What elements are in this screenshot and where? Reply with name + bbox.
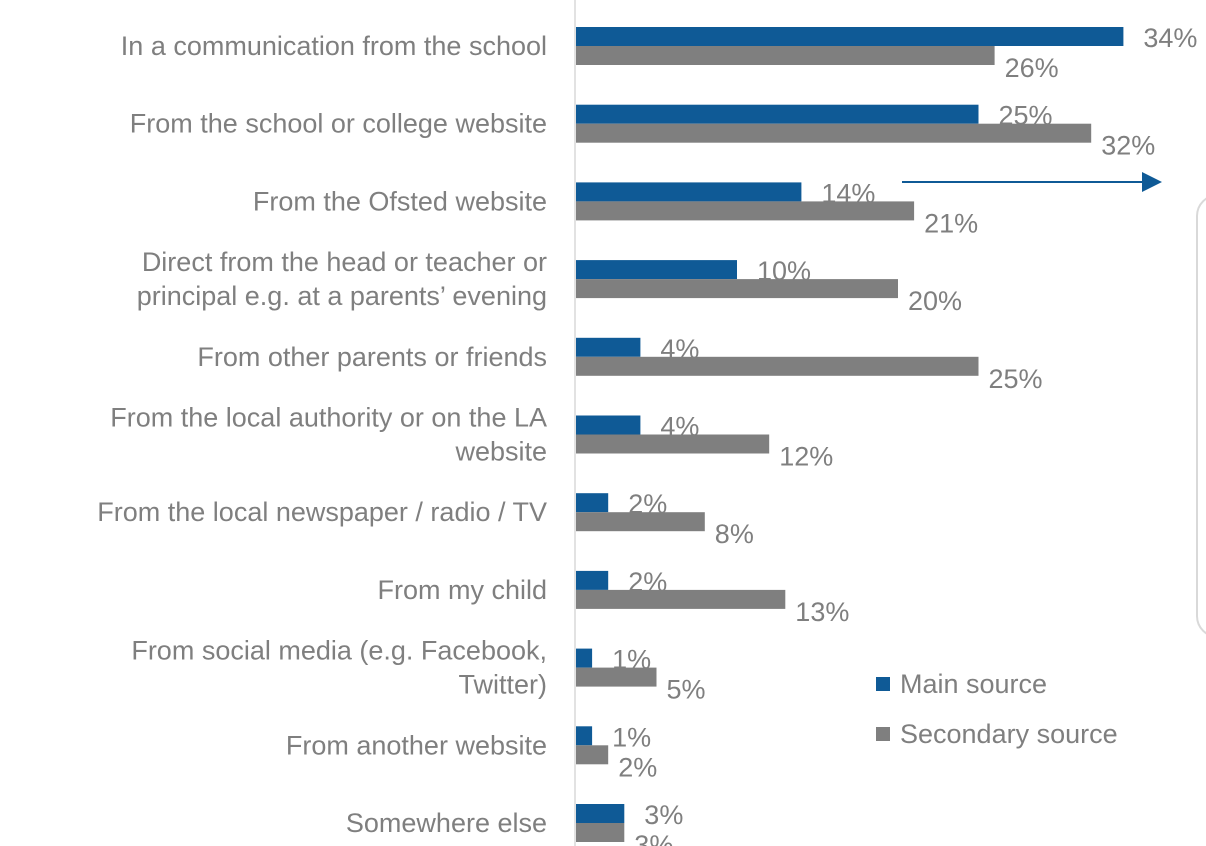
value-label-secondary-source: 25% xyxy=(989,364,1043,394)
bar-main-source xyxy=(576,726,593,746)
bar-secondary-source xyxy=(576,823,625,842)
category-label: From the local authority or on the LA xyxy=(110,403,547,433)
bar-main-source xyxy=(576,804,625,823)
bar-secondary-source xyxy=(576,356,979,376)
bar-main-source xyxy=(576,27,1124,46)
category-label: Twitter) xyxy=(458,670,547,700)
value-label-secondary-source: 20% xyxy=(908,286,962,316)
bar-main-source xyxy=(576,570,609,590)
value-label-secondary-source: 2% xyxy=(618,752,657,782)
category-label: Direct from the head or teacher or xyxy=(142,247,547,277)
value-label-main-source: 1% xyxy=(612,722,651,752)
bar-main-source xyxy=(576,493,609,513)
category-label: From the local newspaper / radio / TV xyxy=(97,497,547,527)
value-label-main-source: 2% xyxy=(628,489,667,519)
bar-secondary-source xyxy=(576,201,915,221)
category-label: website xyxy=(454,437,547,467)
bar-secondary-source xyxy=(576,279,898,299)
value-label-main-source: 2% xyxy=(628,567,667,597)
legend-label-secondary-source: Secondary source xyxy=(900,719,1118,749)
legend-swatch-secondary-source xyxy=(876,727,890,741)
value-label-main-source: 14% xyxy=(821,178,875,208)
value-label-main-source: 4% xyxy=(660,334,699,364)
bars-group xyxy=(576,27,1124,842)
value-label-main-source: 1% xyxy=(612,645,651,675)
value-label-secondary-source: 8% xyxy=(715,519,754,549)
value-labels: 34% 26% 25% 32% 14% 21% 10% 20% 4% 25% 4% 12% 2% 8% 2%… xyxy=(612,23,1197,846)
bar-secondary-source xyxy=(576,512,705,532)
bar-secondary-source xyxy=(576,123,1092,143)
legend-swatch-main-source xyxy=(876,677,890,691)
category-label: Somewhere else xyxy=(346,808,547,838)
category-label: principal e.g. at a parents’ evening xyxy=(137,281,547,311)
bar-main-source xyxy=(576,182,802,202)
value-label-main-source: 10% xyxy=(757,256,811,286)
value-label-secondary-source: 5% xyxy=(667,675,706,705)
bar-secondary-source xyxy=(576,434,770,454)
bar-main-source xyxy=(576,260,737,280)
value-label-main-source: 4% xyxy=(660,412,699,442)
bar-secondary-source xyxy=(576,46,995,65)
value-label-main-source: 25% xyxy=(999,101,1053,131)
category-label: From the school or college website xyxy=(130,109,547,139)
category-labels: In a communication from the school From t… xyxy=(97,31,547,838)
bar-main-source xyxy=(576,337,641,357)
category-label: From another website xyxy=(286,730,547,760)
bar-main-source xyxy=(576,648,593,668)
value-label-secondary-source: 3% xyxy=(634,830,673,846)
value-label-main-source: 3% xyxy=(644,800,683,830)
bar-main-source xyxy=(576,104,979,124)
value-label-secondary-source: 21% xyxy=(924,208,978,238)
legend: Main source Secondary source xyxy=(876,669,1118,749)
bar-secondary-source xyxy=(576,589,786,609)
value-label-main-source: 34% xyxy=(1143,23,1197,53)
value-label-secondary-source: 32% xyxy=(1101,131,1155,161)
value-label-secondary-source: 12% xyxy=(779,442,833,472)
category-label: From my child xyxy=(377,575,547,605)
bar-main-source xyxy=(576,415,641,435)
value-label-secondary-source: 26% xyxy=(1005,53,1059,83)
callout-box xyxy=(1196,194,1206,638)
category-label: From social media (e.g. Facebook, xyxy=(131,636,547,666)
bar-secondary-source xyxy=(576,667,657,687)
category-label: From the Ofsted website xyxy=(253,186,547,216)
value-label-secondary-source: 13% xyxy=(795,597,849,627)
category-label: From other parents or friends xyxy=(197,342,547,372)
category-label: In a communication from the school xyxy=(121,31,547,61)
legend-label-main-source: Main source xyxy=(900,669,1047,699)
bar-secondary-source xyxy=(576,745,609,765)
